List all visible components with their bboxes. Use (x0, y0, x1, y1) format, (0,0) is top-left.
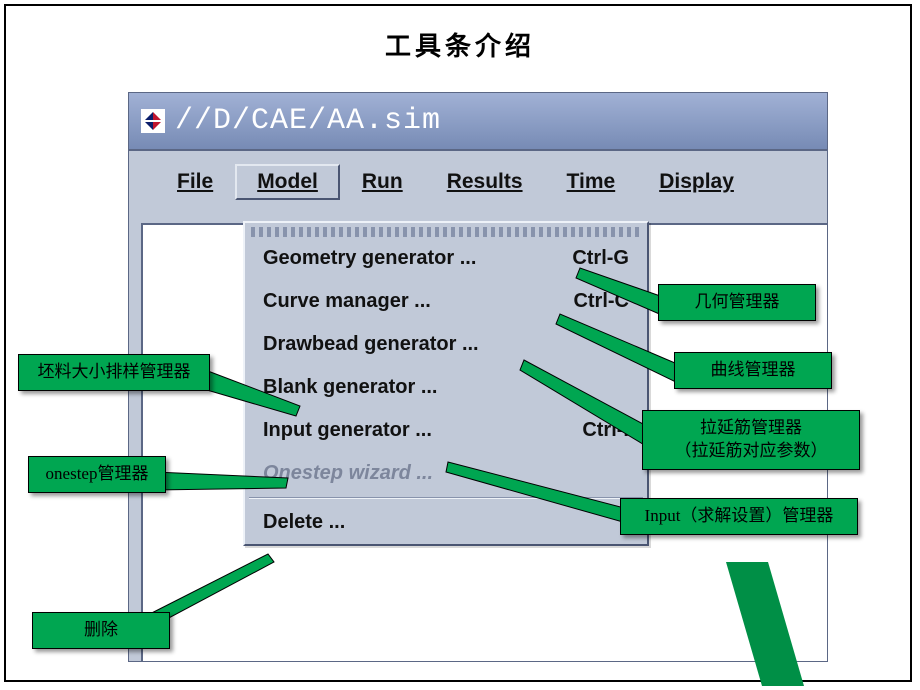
menu-display[interactable]: Display (637, 164, 756, 200)
callout-delete: 删除 (32, 612, 170, 649)
dd-label: Input generator ... (263, 419, 432, 442)
app-logo-icon (141, 109, 165, 133)
dd-shortcut: Ctrl-I (582, 419, 629, 442)
dd-label: Blank generator ... (263, 376, 438, 399)
menu-time[interactable]: Time (545, 164, 638, 200)
callout-geometry-generator: 几何管理器 (658, 284, 816, 321)
titlebar[interactable]: //D/CAE/AA.sim (129, 93, 827, 151)
dd-shortcut: Ctrl-C (573, 290, 629, 313)
dropdown-grip[interactable] (251, 227, 641, 237)
dd-shortcut: Ctrl-G (572, 247, 629, 270)
page-title: 工具条介绍 (0, 26, 920, 63)
menu-results[interactable]: Results (425, 164, 545, 200)
dd-geometry-generator[interactable]: Geometry generator ... Ctrl-G (245, 237, 647, 280)
model-dropdown: Geometry generator ... Ctrl-G Curve mana… (243, 221, 649, 546)
dd-label: Onestep wizard ... (263, 462, 433, 485)
callout-drawbead-generator: 拉延筋管理器 （拉延筋对应参数） (642, 410, 860, 470)
dd-label: Curve manager ... (263, 290, 431, 313)
window-title: //D/CAE/AA.sim (175, 104, 441, 138)
dd-curve-manager[interactable]: Curve manager ... Ctrl-C (245, 280, 647, 323)
dd-onestep-wizard: Onestep wizard ... (245, 452, 647, 495)
menu-run[interactable]: Run (340, 164, 425, 200)
callout-curve-manager: 曲线管理器 (674, 352, 832, 389)
dd-label: Geometry generator ... (263, 247, 476, 270)
dd-input-generator[interactable]: Input generator ... Ctrl-I (245, 409, 647, 452)
dd-drawbead-generator[interactable]: Drawbead generator ... (245, 323, 647, 366)
dd-delete[interactable]: Delete ... (245, 501, 647, 544)
menubar-area: File Model Run Results Time Display (129, 151, 827, 213)
dd-label: Drawbead generator ... (263, 333, 479, 356)
menu-file[interactable]: File (155, 164, 235, 200)
menubar: File Model Run Results Time Display (155, 164, 756, 200)
callout-onestep-wizard: onestep管理器 (28, 456, 166, 493)
dropdown-separator (249, 497, 643, 499)
dd-label: Delete ... (263, 511, 345, 534)
dd-blank-generator[interactable]: Blank generator ... (245, 366, 647, 409)
callout-blank-generator: 坯料大小排样管理器 (18, 354, 210, 391)
menu-model[interactable]: Model (235, 164, 340, 200)
callout-input-generator: Input（求解设置）管理器 (620, 498, 858, 535)
